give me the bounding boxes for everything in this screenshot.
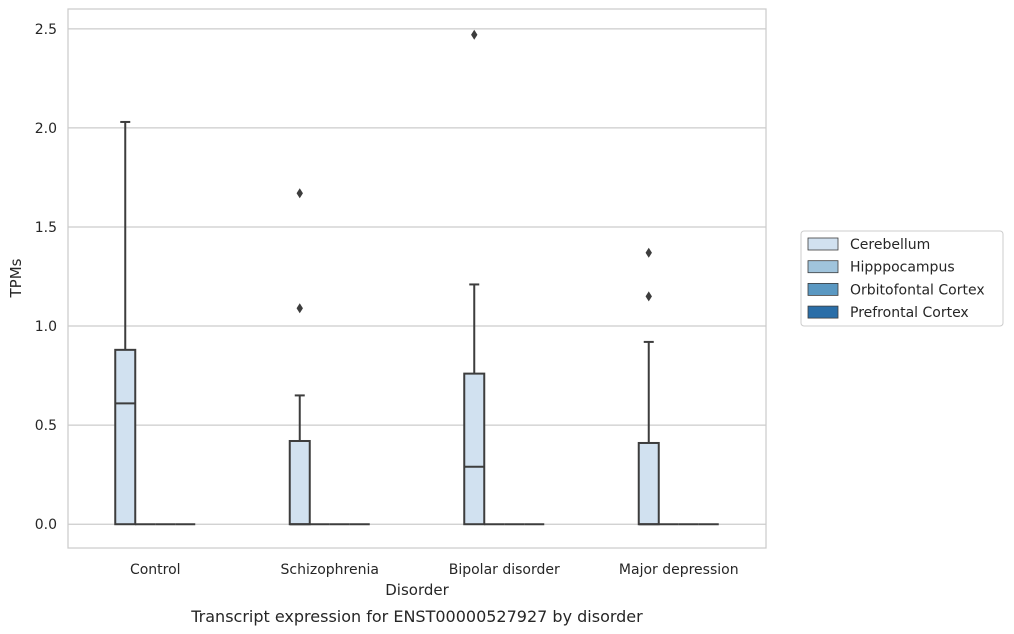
legend-frame bbox=[800, 230, 1004, 327]
y-tick-label: 1.0 bbox=[35, 319, 57, 335]
outlier-point bbox=[645, 247, 652, 258]
legend-label: Prefrontal Cortex bbox=[850, 305, 969, 321]
chart-caption: Transcript expression for ENST0000052792… bbox=[190, 607, 643, 626]
box-body bbox=[288, 439, 311, 526]
y-tick-label: 2.0 bbox=[35, 121, 57, 137]
y-tick-label: 0.0 bbox=[35, 517, 57, 533]
box-cerebellum-0 bbox=[114, 120, 137, 526]
legend-label: Orbitofontal Cortex bbox=[850, 282, 985, 298]
legend: Cerebellum Hipppocampus Orbitofontal Corte… bbox=[800, 230, 1004, 327]
y-tick-labels: 0.0 0.5 1.0 1.5 2.0 2.5 bbox=[35, 22, 57, 533]
x-tick-label: Schizophrenia bbox=[281, 562, 379, 578]
outlier-point bbox=[296, 188, 303, 199]
box-body bbox=[114, 348, 137, 526]
y-tick-label: 2.5 bbox=[35, 22, 57, 38]
box-body bbox=[463, 372, 486, 526]
box-cerebellum-3 bbox=[637, 247, 660, 526]
x-tick-label: Control bbox=[130, 562, 181, 578]
outlier-point bbox=[471, 29, 478, 40]
y-tick-label: 0.5 bbox=[35, 418, 57, 434]
y-axis-label: TPMs bbox=[7, 258, 25, 298]
x-tick-label: Major depression bbox=[619, 562, 739, 578]
legend-label: Hipppocampus bbox=[850, 260, 955, 276]
x-tick-labels: Control Schizophrenia Bipolar disorder Majo… bbox=[130, 562, 739, 578]
x-axis-label: Disorder bbox=[385, 581, 449, 599]
legend-label: Cerebellum bbox=[850, 237, 930, 253]
outlier-point bbox=[645, 291, 652, 302]
box-cerebellum-1 bbox=[288, 188, 311, 526]
outlier-point bbox=[296, 303, 303, 314]
box-series bbox=[114, 29, 719, 526]
box-body bbox=[637, 441, 660, 526]
x-tick-label: Bipolar disorder bbox=[449, 562, 560, 578]
legend-swatch bbox=[807, 237, 839, 251]
legend-swatch bbox=[807, 260, 839, 274]
plot-background bbox=[68, 9, 766, 548]
box-cerebellum-2 bbox=[463, 29, 486, 526]
plot-frame bbox=[67, 8, 767, 549]
legend-swatch bbox=[807, 282, 839, 296]
legend-swatch bbox=[807, 305, 839, 319]
y-tick-label: 1.5 bbox=[35, 220, 57, 236]
